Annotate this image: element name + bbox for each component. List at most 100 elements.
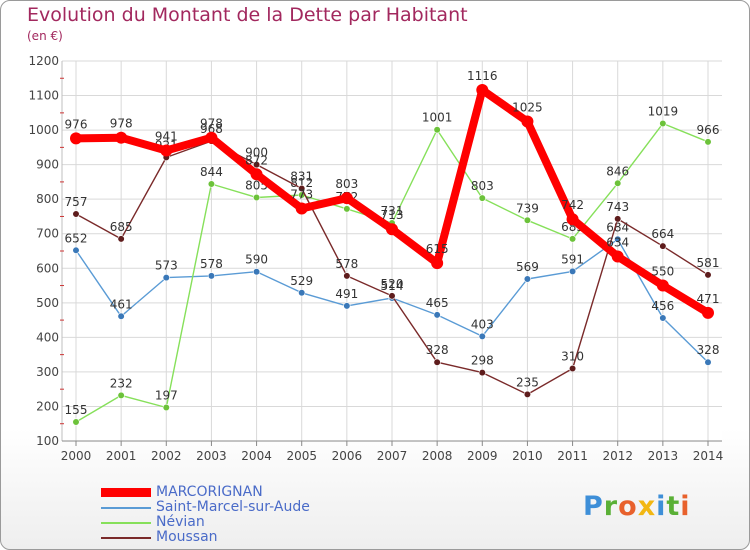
y-tick-label: 700 [36,227,59,241]
data-point [388,292,396,300]
legend-swatch [101,537,151,539]
unit-label: (en €) [27,29,63,43]
data-point [568,235,577,243]
data-label: 757 [65,195,88,209]
logo-letter: r [603,491,619,522]
data-point [72,246,80,254]
data-point [523,216,532,224]
data-point [611,250,624,263]
data-label: 739 [516,201,539,215]
data-label: 684 [606,220,629,234]
data-point [162,403,170,412]
x-tick-label: 2004 [241,449,272,463]
data-label: 1001 [422,111,453,125]
y-tick-label: 200 [36,399,59,413]
data-label: 328 [426,343,449,357]
data-point [476,84,489,97]
data-label: 310 [561,349,584,363]
data-point [117,235,125,243]
legend-label: MARCORIGNAN [156,484,263,500]
data-label: 197 [155,388,178,402]
data-point [298,184,306,193]
data-label: 773 [290,188,313,202]
data-label: 812 [290,176,313,190]
data-point [207,180,216,188]
data-label: 652 [65,231,88,245]
y-tick-label: 500 [36,296,59,310]
x-tick-label: 2009 [467,449,498,463]
data-label: 298 [471,354,494,368]
data-label: 461 [110,297,133,311]
data-label: 573 [155,259,178,273]
data-point [433,311,441,319]
x-tick-label: 2001 [106,449,137,463]
data-label: 529 [290,274,313,288]
x-tick-label: 2011 [557,449,588,463]
x-tick-label: 2007 [377,449,408,463]
data-label: 742 [561,198,584,212]
data-label: 664 [651,227,674,241]
y-tick-label: 1100 [28,89,59,103]
data-point [343,205,351,213]
x-tick-label: 2002 [151,449,182,463]
data-label: 491 [335,287,358,301]
data-point [70,132,82,145]
data-label: 591 [561,252,584,266]
data-point [566,213,579,226]
y-tick-label: 1200 [28,54,59,68]
data-label: 232 [110,376,133,390]
data-label: 456 [651,299,674,313]
x-tick-label: 2012 [602,449,633,463]
data-point [704,271,712,279]
data-label: 465 [426,296,449,310]
data-label: 900 [245,146,268,160]
data-label: 403 [471,317,494,331]
data-label: 968 [200,122,223,136]
data-label: 578 [200,257,223,271]
data-label: 844 [200,165,223,179]
legend-swatch [101,522,151,524]
data-point [523,390,532,398]
data-point [252,268,261,276]
data-label: 581 [697,256,720,270]
chart-title: Evolution du Montant de la Dette par Hab… [27,4,468,26]
data-label: 550 [651,265,674,279]
data-point [478,332,486,340]
x-tick-label: 2003 [196,449,227,463]
data-label: 846 [606,164,629,178]
logo-letter: x [637,491,657,522]
data-label: 978 [110,117,133,131]
data-point [478,369,486,377]
data-label: 831 [290,169,313,183]
data-point [207,272,216,280]
legend-label: Moussan [156,529,218,545]
data-point [614,235,622,243]
legend-label: Saint-Marcel-sur-Aude [156,499,310,515]
legend-item-marcorignan: MARCORIGNAN [101,484,401,500]
data-point [162,274,170,282]
data-point [298,289,306,297]
data-point [386,223,398,236]
x-tick-label: 2010 [512,449,543,463]
data-label: 615 [426,242,449,256]
data-point [659,119,667,128]
data-point [115,131,128,144]
data-label: 471 [697,292,720,306]
data-label: 1116 [467,69,498,83]
x-tick-label: 2008 [422,449,453,463]
data-point [614,179,622,187]
data-label: 520 [381,277,404,291]
data-point [568,267,577,275]
data-point [160,144,173,157]
data-point [656,279,669,292]
data-point [117,312,125,320]
data-label: 155 [65,403,88,417]
data-point [478,194,486,202]
proxiti-logo: Proxiti [583,491,691,522]
data-point [523,275,532,283]
data-point [72,418,80,426]
y-tick-label: 800 [36,192,59,206]
data-point [205,131,218,144]
